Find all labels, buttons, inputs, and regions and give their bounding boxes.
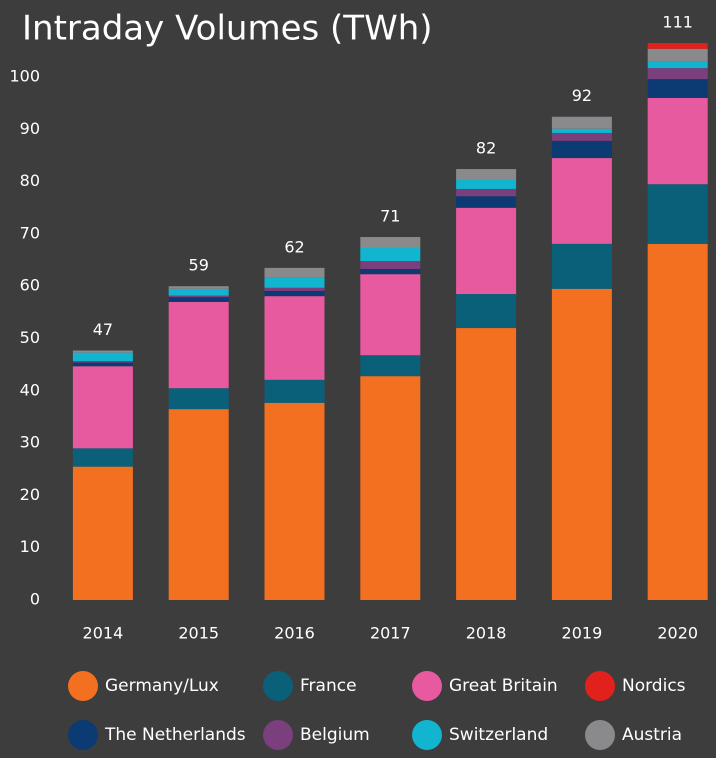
y-tick-label: 30 (20, 433, 40, 452)
y-tick-label: 50 (20, 328, 40, 347)
legend-label: Great Britain (449, 676, 558, 696)
legend-swatch (263, 720, 293, 750)
bar-segment (647, 243, 708, 600)
bar-segment (360, 268, 421, 275)
bar-segment (360, 261, 421, 269)
bar-segment (72, 366, 133, 449)
bar-segment (551, 140, 612, 159)
bar-segment (456, 196, 517, 208)
legend-swatch (68, 671, 98, 701)
bar-segment (72, 362, 133, 367)
bar-segment (360, 355, 421, 377)
x-tick-label: 2020 (657, 624, 698, 643)
x-tick-label: 2019 (562, 624, 603, 643)
bar-segment (72, 448, 133, 467)
total-label: 62 (284, 237, 304, 256)
legend-swatch (68, 720, 98, 750)
y-tick-label: 20 (20, 485, 40, 504)
x-tick-label: 2015 (178, 624, 219, 643)
legend-label: Austria (622, 725, 682, 745)
bar-segment (168, 286, 229, 289)
bar-segment (551, 288, 612, 600)
x-tick-label: 2018 (466, 624, 507, 643)
total-label: 111 (662, 13, 693, 32)
bar-segment (264, 277, 325, 288)
bar-segment (456, 180, 517, 189)
bar-segment (264, 290, 325, 297)
legend-label: The Netherlands (104, 725, 246, 745)
bar-segment (168, 295, 229, 298)
bar-segment (551, 243, 612, 289)
legend-label: Nordics (622, 676, 686, 696)
bar-segment (456, 207, 517, 295)
bar-segment (72, 352, 133, 361)
x-tick-label: 2017 (370, 624, 411, 643)
legend-swatch (585, 671, 615, 701)
bar-segment (360, 376, 421, 600)
bar-segment (168, 297, 229, 302)
bar-segment (72, 466, 133, 600)
legend-label: France (300, 676, 357, 696)
x-tick-label: 2016 (274, 624, 315, 643)
y-tick-label: 40 (20, 380, 40, 399)
legend-label: Switzerland (449, 725, 548, 745)
bar-segment (456, 188, 517, 197)
bar-segment (551, 158, 612, 244)
bar-segment (168, 388, 229, 410)
legend-swatch (263, 671, 293, 701)
bar-segment (647, 43, 708, 49)
bar-segment (456, 294, 517, 329)
bar-segment (647, 61, 708, 69)
legend-label: Germany/Lux (105, 676, 219, 696)
bar-segment (647, 97, 708, 185)
bar-segment (264, 379, 325, 403)
total-label: 71 (380, 207, 400, 226)
y-tick-label: 60 (20, 276, 40, 295)
bar-segment (647, 184, 708, 244)
bar-segment (264, 296, 325, 380)
y-tick-label: 100 (9, 67, 40, 86)
x-tick-label: 2014 (83, 624, 124, 643)
bar-segment (264, 267, 325, 278)
bar-segment (264, 402, 325, 600)
legend-swatch (412, 671, 442, 701)
bar-segment (168, 301, 229, 389)
bar-segment (360, 237, 421, 249)
bar-segment (72, 360, 133, 363)
legend-swatch (585, 720, 615, 750)
y-tick-label: 0 (30, 590, 40, 609)
bar-segment (456, 169, 517, 181)
bar-segment (360, 248, 421, 262)
bar-segment (264, 287, 325, 291)
bar-segment (647, 48, 708, 62)
y-tick-label: 70 (20, 223, 40, 242)
bar-segment (551, 116, 612, 129)
legend-swatch (412, 720, 442, 750)
bar-segment (168, 409, 229, 600)
y-tick-label: 90 (20, 119, 40, 138)
legend-label: Belgium (300, 725, 370, 745)
bar-segment (551, 132, 612, 141)
total-label: 59 (189, 256, 209, 275)
total-label: 92 (572, 86, 592, 105)
total-label: 82 (476, 139, 496, 158)
y-tick-label: 80 (20, 171, 40, 190)
chart-title: Intraday Volumes (TWh) (22, 9, 433, 49)
bar-segment (456, 328, 517, 600)
y-tick-label: 10 (20, 537, 40, 556)
bar-segment (360, 274, 421, 356)
bar-segment (72, 350, 133, 353)
bar-segment (647, 79, 708, 98)
bar-segment (551, 128, 612, 133)
total-label: 47 (93, 320, 113, 339)
bar-segment (168, 288, 229, 296)
bar-segment (647, 68, 708, 80)
